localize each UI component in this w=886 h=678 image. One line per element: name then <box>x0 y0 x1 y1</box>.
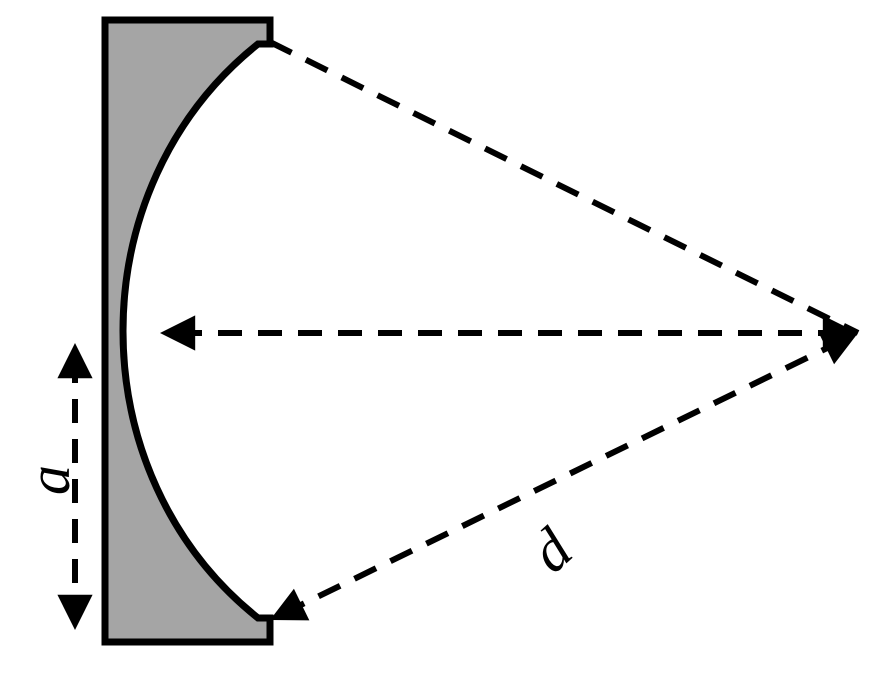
label-d: d <box>518 515 585 585</box>
diagram-svg: ad <box>0 0 886 678</box>
label-a: a <box>16 465 82 495</box>
dim-a-arrow-bottom <box>57 595 92 630</box>
center-axis-arrow-left <box>160 315 195 350</box>
dim-a-arrow-top <box>57 343 92 378</box>
top-ray-line <box>270 42 858 333</box>
